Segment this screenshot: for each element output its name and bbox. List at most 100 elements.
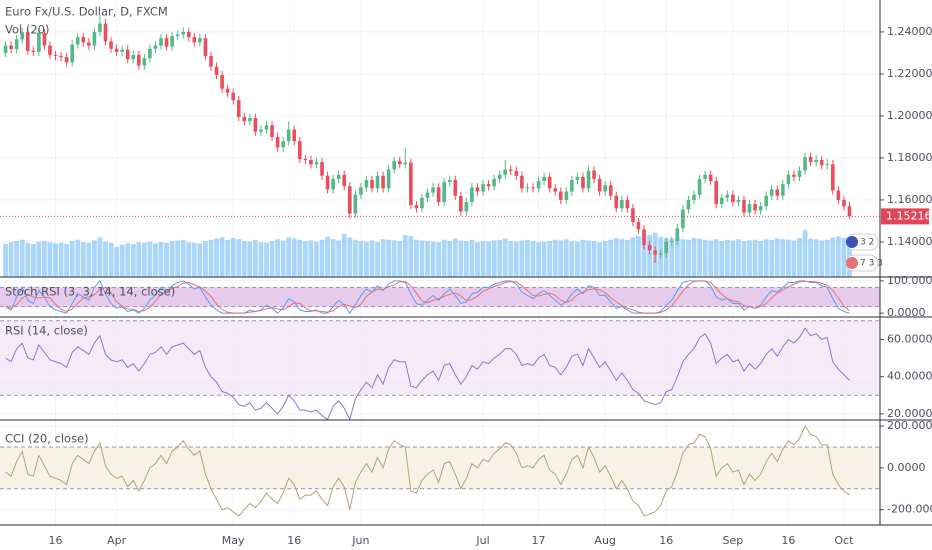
volume-bar <box>525 239 530 277</box>
volume-bar <box>669 238 675 277</box>
candle-body <box>353 194 358 214</box>
candle-body <box>281 141 285 148</box>
volume-bar <box>819 240 825 277</box>
volume-bar <box>380 239 386 277</box>
candle-body <box>642 229 646 246</box>
candle-body <box>758 206 763 211</box>
candle-body <box>814 160 818 163</box>
volume-bar <box>724 239 730 277</box>
candle-body <box>675 228 680 241</box>
volume-bar <box>630 237 636 277</box>
volume-bar <box>547 241 553 277</box>
volume-bar <box>802 230 808 277</box>
candle-body <box>131 55 136 60</box>
volume-bar <box>480 241 486 277</box>
volume-bar <box>497 239 503 277</box>
candle-body <box>792 174 796 177</box>
volume-bar <box>8 242 14 277</box>
y-tick-label: 200.0000 <box>887 419 932 432</box>
volume-bar <box>125 243 131 277</box>
volume-bar <box>241 241 247 277</box>
candle-body <box>59 56 63 58</box>
volume-bar <box>502 238 508 277</box>
volume-bar <box>225 239 231 277</box>
candle-body <box>20 32 25 40</box>
candle-body <box>409 162 413 206</box>
volume-bar <box>575 241 580 277</box>
candle-body <box>431 187 435 193</box>
volume-bar <box>297 239 303 277</box>
volume-bar <box>713 239 719 277</box>
candle-body <box>525 187 530 189</box>
candle-body <box>303 158 308 161</box>
volume-bar <box>14 241 20 277</box>
candle-body <box>842 199 846 207</box>
candle-body <box>103 23 108 42</box>
volume-bar <box>730 240 736 277</box>
volume-bar <box>469 239 475 277</box>
volume-bar <box>752 239 758 277</box>
candle-body <box>497 174 502 179</box>
candle-body <box>686 199 691 210</box>
candle-body <box>542 176 546 182</box>
candle-body <box>769 189 774 196</box>
candle-body <box>719 197 724 205</box>
candle-body <box>120 49 124 52</box>
volume-bar <box>691 238 697 277</box>
candle-body <box>142 58 147 66</box>
candle-body <box>847 206 852 217</box>
volume-bar <box>519 240 525 277</box>
candle-body <box>336 174 341 179</box>
candle-body <box>775 189 780 196</box>
volume-bar <box>158 242 164 277</box>
candle-body <box>236 100 241 117</box>
volume-bar <box>64 244 70 277</box>
candle-body <box>692 194 696 200</box>
candle-body <box>697 178 702 195</box>
x-tick-label: 16 <box>781 534 795 547</box>
y-tick-label: 20.0000 <box>887 407 932 420</box>
volume-bar <box>702 239 708 277</box>
volume-bar <box>391 240 397 277</box>
candle-body <box>309 160 313 165</box>
volume-bar <box>291 238 297 277</box>
candle-body <box>586 170 591 189</box>
volume-bar <box>774 238 780 277</box>
volume-bar <box>341 233 347 277</box>
y-tick-label: 1.20000 <box>887 109 932 122</box>
x-tick-label: May <box>222 534 245 547</box>
candle-body <box>25 32 30 51</box>
volume-bar <box>597 242 603 277</box>
volume-bar <box>641 233 647 277</box>
volume-bar <box>624 239 630 277</box>
candle-body <box>492 178 496 187</box>
candle-body <box>198 38 202 43</box>
volume-bar <box>808 238 813 277</box>
candle-body <box>736 199 741 203</box>
volume-bar <box>269 241 275 277</box>
candle-body <box>614 195 619 209</box>
candle-body <box>459 195 463 212</box>
candle-body <box>364 179 369 188</box>
volume-bar <box>25 242 31 277</box>
volume-bar <box>386 239 392 277</box>
candle-body <box>70 44 74 63</box>
y-tick-label: 1.14000 <box>887 235 932 248</box>
volume-bar <box>425 241 430 277</box>
volume-bar <box>136 242 142 277</box>
candle-body <box>553 188 558 192</box>
volume-bar <box>447 241 453 277</box>
volume-bar <box>203 241 208 277</box>
candle-body <box>320 162 324 176</box>
volume-bar <box>80 242 86 277</box>
y-tick-label: 1.22000 <box>887 67 932 80</box>
candle-body <box>137 55 141 66</box>
candle-body <box>370 179 374 189</box>
volume-bar <box>475 242 480 277</box>
volume-bar <box>530 241 536 277</box>
candle-body <box>681 209 685 229</box>
volume-bar <box>252 239 258 277</box>
volume-bar <box>602 241 608 277</box>
candle-body <box>275 136 280 148</box>
volume-bar <box>402 235 408 277</box>
